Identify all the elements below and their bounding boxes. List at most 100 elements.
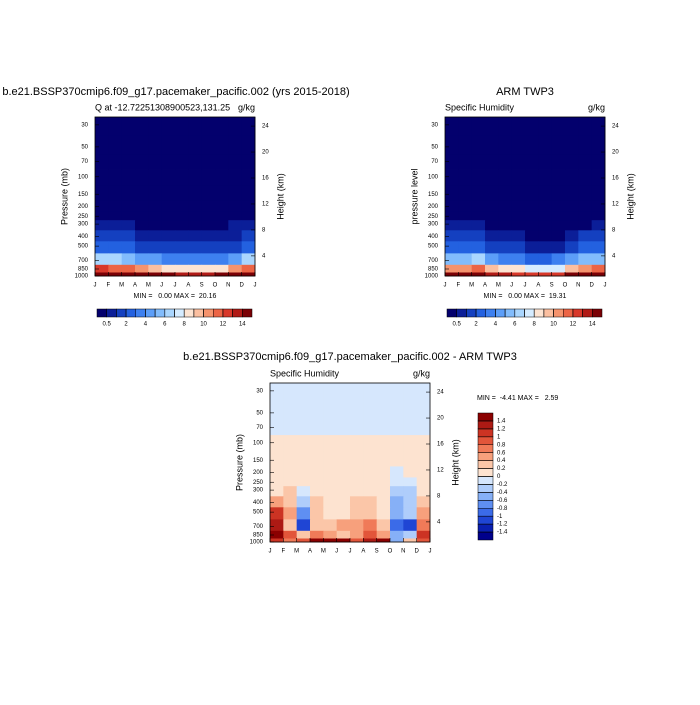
contour-cell [310, 538, 324, 543]
contour-cell [135, 169, 149, 186]
contour-cell [511, 264, 526, 273]
right-title: g/kg [588, 102, 605, 112]
contour-cell [135, 185, 149, 201]
contour-cell [390, 451, 404, 467]
contour-cell [283, 383, 298, 403]
contour-cell [310, 530, 324, 539]
contour-cell [121, 272, 136, 277]
contour-cell [336, 486, 351, 497]
contour-cell [551, 253, 566, 266]
colorbar-box [164, 308, 175, 318]
contour-cell [551, 185, 566, 201]
x-tick-label: J [160, 283, 163, 289]
contour-cell [445, 253, 459, 266]
contour-cell [310, 466, 324, 478]
contour-cell [403, 477, 418, 487]
contour-cell [591, 135, 606, 155]
contour-cell [270, 519, 284, 532]
contour-cell [175, 185, 189, 201]
contour-cell [336, 401, 351, 421]
colorbar-box [553, 308, 564, 318]
contour-cell [215, 211, 229, 221]
contour-cell [148, 272, 163, 277]
contour-cell [323, 519, 338, 532]
contour-cell [445, 220, 459, 231]
contour-cell [538, 135, 553, 155]
contour-cell [148, 169, 163, 186]
y2-tick-label: 12 [612, 202, 619, 208]
contour-cell [538, 185, 553, 201]
contour-cell [228, 211, 243, 221]
y-tick-label: 70 [431, 159, 438, 165]
y-tick-label: 70 [256, 425, 263, 431]
contour-cell [241, 117, 256, 137]
x-tick-label: S [200, 283, 204, 289]
contour-cell [471, 185, 486, 201]
contour-cell [416, 538, 431, 543]
contour-cell [201, 135, 216, 155]
contour-cell [578, 117, 593, 137]
colorbar-box [572, 308, 583, 318]
colorbar-box [477, 531, 494, 541]
contour-cell [445, 272, 459, 277]
contour-cell [108, 154, 123, 170]
contour-cell [390, 477, 404, 487]
colorbar-box [477, 476, 494, 485]
contour-cell [363, 538, 378, 543]
contour-cell [565, 220, 579, 231]
contour-cell [498, 264, 513, 273]
colorbar-box [456, 308, 467, 318]
colorbar-label: 10 [200, 322, 207, 328]
contour-cell [390, 466, 404, 478]
colorbar-box [477, 508, 494, 517]
colorbar-box [477, 444, 494, 453]
contour-cell [485, 185, 499, 201]
contour-cell [565, 241, 579, 254]
contour-cell [108, 200, 123, 212]
contour-cell [471, 200, 486, 212]
colorbar-box [504, 308, 516, 318]
contour-cell [458, 272, 473, 277]
contour-cell [270, 477, 284, 487]
contour-cell [121, 154, 136, 170]
contour-cell [525, 253, 539, 266]
contour-cell [445, 200, 459, 212]
contour-cell [363, 383, 378, 403]
contour-cell [310, 507, 324, 520]
contour-cell [390, 383, 404, 403]
contour-cell [471, 241, 486, 254]
contour-cell [591, 211, 606, 221]
contour-cell [215, 169, 229, 186]
y-tick-label: 100 [78, 174, 89, 180]
y2-tick-label: 24 [612, 124, 619, 130]
y-tick-label: 200 [253, 470, 264, 476]
contour-cell [228, 117, 243, 137]
colorbar-box [495, 308, 506, 318]
contour-cell [161, 200, 176, 212]
colorbar-box [477, 436, 494, 445]
contour-cell [525, 117, 539, 137]
contour-cell [161, 220, 176, 231]
y-tick-label: 50 [431, 144, 438, 150]
colorbar-box [592, 308, 603, 318]
contour-cell [161, 211, 176, 221]
colorbar-label: -1.2 [497, 522, 508, 528]
contour-cell [95, 154, 109, 170]
contour-cell [175, 135, 189, 155]
contour-cell [350, 538, 364, 543]
contour-cell [201, 154, 216, 170]
contour-cell [323, 451, 338, 467]
x-tick-label: N [576, 283, 580, 289]
contour-cell [511, 253, 526, 266]
contour-cell [270, 538, 284, 543]
contour-cell [283, 507, 298, 520]
contour-cell [376, 401, 391, 421]
contour-cell [350, 466, 364, 478]
contour-cell [390, 401, 404, 421]
colorbar-box [477, 460, 494, 469]
y-tick-label: 30 [256, 388, 263, 394]
colorbar-label: 4 [144, 322, 148, 328]
colorbar-label: 0 [497, 474, 501, 480]
contour-cell [416, 486, 431, 497]
contour-cell [498, 154, 513, 170]
